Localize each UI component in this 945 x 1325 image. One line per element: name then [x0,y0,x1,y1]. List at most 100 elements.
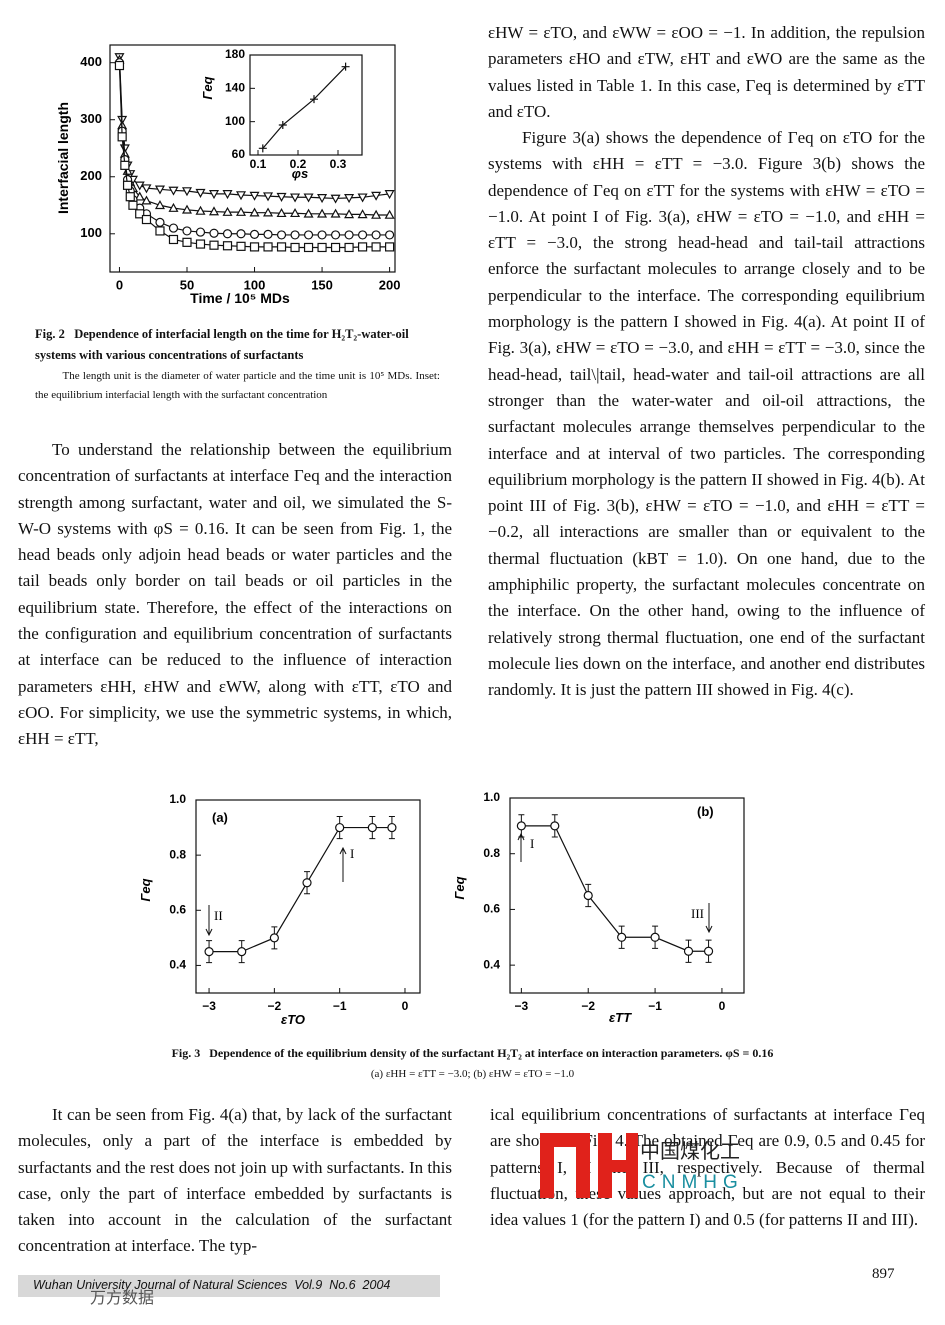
footer-journal: Wuhan University Journal of Natural Scie… [33,1278,391,1292]
marker [276,230,287,240]
marker [317,208,328,218]
marker [330,230,341,240]
logo-text: 中国煤化工 [640,1139,740,1163]
plot-frame [509,797,745,994]
x-axis-label: Time / 10⁵ MDs [190,290,290,306]
marker [141,184,152,194]
marker [168,223,179,233]
x-tick-label: 50 [180,277,194,292]
y-axis-label: Γeq [200,76,215,99]
marker [154,200,165,210]
caption-title: Dependence of the equilibrium density of… [209,1046,774,1060]
marker [583,890,593,901]
marker [117,132,127,142]
figure-caption: Fig. 3 Dependence of the equilibrium den… [30,1046,915,1061]
x-tick-label: 0 [719,999,726,1013]
marker [208,190,220,200]
paragraph: εHW = εTO, and εWW = εOO = −1. In additi… [488,23,925,121]
marker [209,240,219,250]
plot-frame [195,799,421,994]
marker [317,242,327,253]
marker [290,193,301,203]
marker [550,821,560,831]
plot-frame [109,44,396,273]
x-tick-label: 0 [402,999,409,1013]
y-tick-label: 0.4 [169,958,186,972]
marker [182,237,192,247]
marker [384,230,395,240]
y-tick-label: 300 [80,111,102,126]
marker [237,947,247,957]
marker [141,214,152,225]
y-tick-label: 60 [232,147,246,161]
marker [303,208,314,218]
caption-note: The length unit is the diameter of water… [35,370,440,401]
logo-text: CNMHG [642,1172,744,1193]
marker [209,228,219,238]
x-tick-label: 0.2 [290,157,307,171]
marker [335,822,345,833]
plot-frame [249,54,363,156]
marker [371,209,382,219]
marker [290,242,300,253]
marker [344,209,355,219]
marker [683,946,694,956]
marker [154,185,165,195]
marker [135,209,145,219]
marker [303,230,314,240]
marker [128,200,138,210]
marker [120,160,130,170]
marker [249,242,260,252]
footer-bar [18,1275,440,1297]
y-axis-label: Γeq [138,878,153,901]
marker [344,242,354,253]
page-number: 897 [872,1266,895,1282]
x-tick-label: −3 [515,999,529,1013]
marker [134,191,145,201]
y-axis-label: Interfacial length [55,102,71,214]
marker [317,194,328,204]
x-tick-label: 200 [379,277,401,292]
marker [236,229,246,239]
marker [387,822,397,833]
marker [181,204,193,214]
y-tick-label: 100 [80,225,102,240]
panel-label: (a) [212,810,228,825]
marker [703,946,714,956]
marker [371,191,382,201]
series-line [521,825,709,952]
marker [134,181,145,191]
annotation-arrow [517,832,525,862]
marker [278,121,287,129]
marker [235,191,247,201]
marker [371,242,381,252]
marker [141,195,152,205]
marker [269,933,279,943]
marker [235,206,247,216]
annotation: III [691,906,704,921]
x-axis-label: φs [292,166,308,181]
watermark-text: 万方数据 [90,1288,155,1307]
marker [195,205,206,215]
marker [249,207,260,217]
paragraph: Figure 3(a) shows the dependence of Γeq … [488,128,925,700]
y-tick-label: 0.8 [169,847,186,861]
x-tick-label: −1 [333,999,347,1013]
figure-caption: Fig. 2 Dependence of interfacial length … [35,324,440,366]
y-tick-label: 200 [80,168,102,183]
marker [341,62,350,71]
x-tick-label: −2 [268,999,282,1013]
marker [617,932,627,942]
marker [263,242,273,252]
marker [263,207,274,217]
x-tick-label: 0.1 [250,157,267,171]
marker [317,230,327,240]
marker [263,229,273,239]
paragraph: To understand the relationship between t… [18,440,452,749]
marker [330,208,341,218]
paragraph: It can be seen from Fig. 4(a) that, by l… [18,1105,452,1256]
x-axis-label: εTO [281,1012,305,1027]
marker [276,208,287,218]
